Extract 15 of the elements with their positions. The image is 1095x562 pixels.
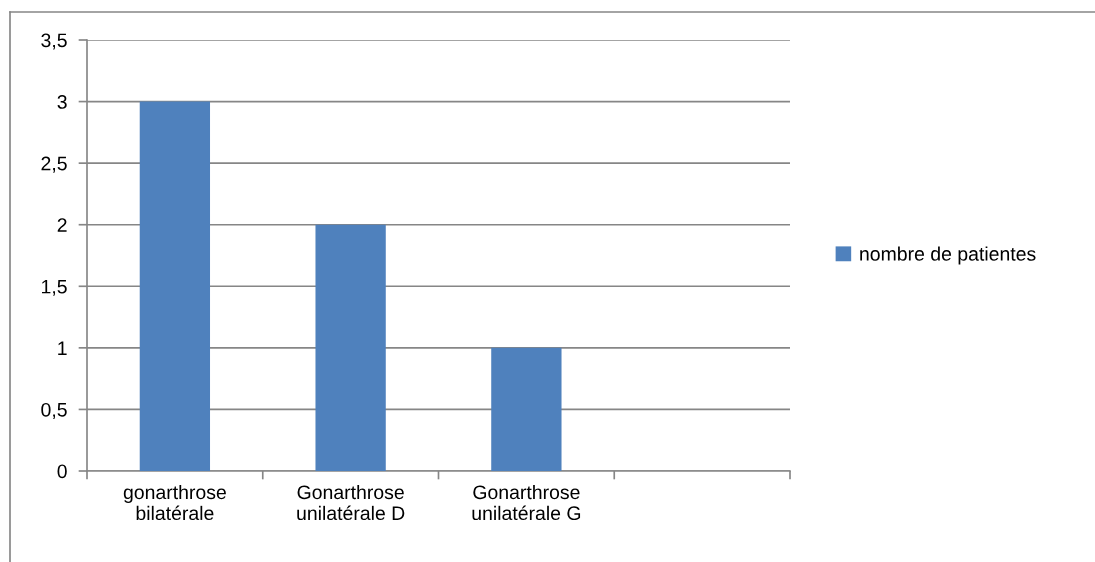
y-tick-label: 2,5 [41, 156, 67, 173]
y-tick-label: 3,5 [41, 33, 67, 50]
legend-label: nombre de patientes [860, 246, 1036, 265]
y-tick-label: 2 [57, 218, 67, 232]
x-tick-label: Gonarthrose unilatérale D [297, 484, 405, 521]
bar [491, 347, 562, 471]
x-tick-label: Gonarthrose unilatérale G [472, 484, 581, 521]
x-tick-label: gonarthrose bilatérale [123, 484, 226, 521]
bar [139, 101, 211, 471]
bar [315, 224, 386, 471]
y-tick-label: 0 [57, 464, 67, 479]
y-tick-label: 0,5 [41, 402, 67, 419]
y-tick-label: 1 [58, 341, 67, 355]
y-tick-label: 1,5 [42, 279, 67, 296]
y-tick-label: 3 [57, 95, 67, 109]
